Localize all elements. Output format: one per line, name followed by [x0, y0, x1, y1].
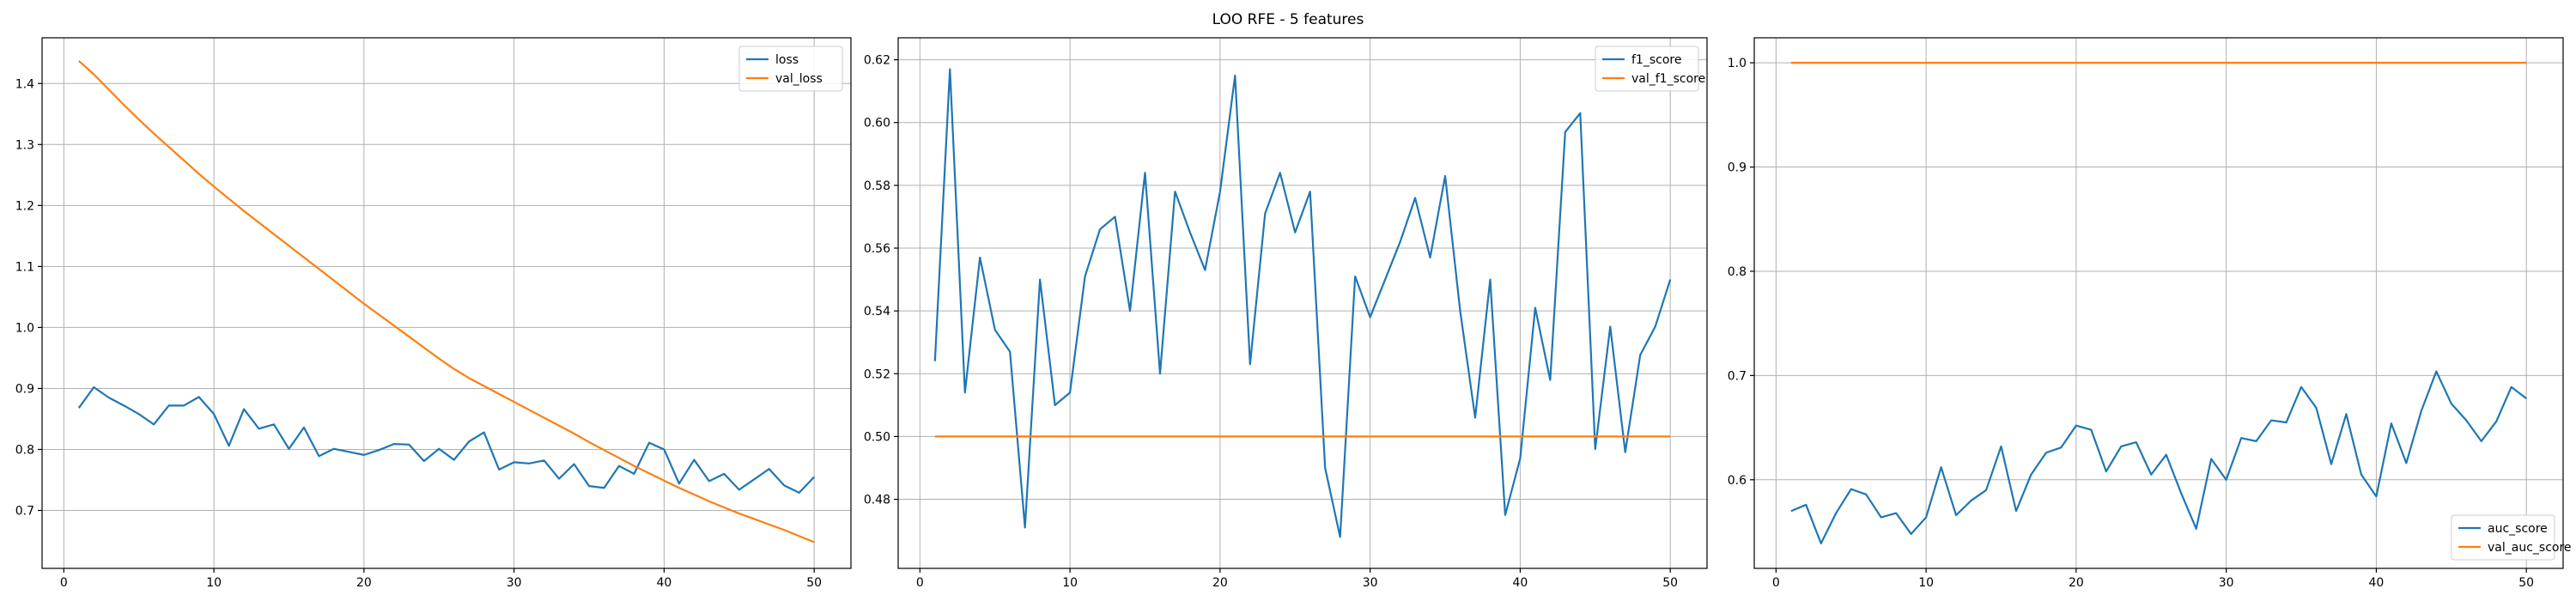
x-tick-label: 0: [916, 576, 924, 590]
y-tick-label: 0.58: [864, 179, 890, 193]
x-tick-label: 0: [1772, 576, 1780, 590]
x-tick-label: 50: [2518, 576, 2534, 590]
y-tick-label: 1.0: [1728, 57, 1747, 70]
x-tick-label: 10: [206, 576, 222, 590]
y-tick-label: 0.7: [15, 505, 34, 519]
y-tick-label: 0.7: [1728, 369, 1747, 383]
y-tick-label: 1.0: [15, 321, 34, 335]
x-tick-label: 40: [656, 576, 671, 590]
figure-title: LOO RFE - 5 features: [1212, 11, 1364, 28]
y-tick-label: 0.48: [864, 494, 890, 507]
y-tick-label: 0.52: [864, 367, 890, 381]
x-tick-label: 50: [806, 576, 822, 590]
axes-frame: [1753, 37, 2564, 569]
legend-label-auc-score: auc_score: [2488, 522, 2548, 536]
series-line-loss: [77, 385, 815, 495]
x-tick-label: 10: [1062, 576, 1078, 590]
x-tick-label: 30: [2219, 576, 2234, 590]
y-tick-label: 0.60: [864, 117, 890, 131]
legend-label-f1-score: f1_score: [1631, 53, 1681, 67]
x-tick-label: 40: [2368, 576, 2384, 590]
y-tick-label: 0.9: [15, 382, 34, 396]
loss-chart: 0 10 20 30 40 50 0.7 0.8 0.9 1.0 1.1 1.2 1.3 1.4 loss v…: [15, 37, 852, 590]
x-tick-label: 40: [1512, 576, 1528, 590]
x-tick-label: 20: [1212, 576, 1228, 590]
legend-label-val-loss: val_loss: [775, 72, 823, 86]
y-tick-label: 0.9: [1728, 161, 1747, 175]
x-tick-label: 50: [1662, 576, 1678, 590]
series-line-f1-score: [933, 68, 1672, 538]
y-tick-label: 0.6: [1728, 474, 1747, 488]
y-tick-label: 1.4: [15, 77, 34, 91]
x-tick-label: 0: [60, 576, 68, 590]
series-line-val-loss: [78, 60, 815, 543]
legend-label-loss: loss: [775, 53, 799, 67]
y-tick-label: 1.1: [15, 260, 34, 274]
legend: auc_score val_auc_score: [2451, 514, 2572, 561]
x-tick-label: 30: [1363, 576, 1378, 590]
legend-box: [738, 46, 843, 92]
axes-frame: [41, 37, 852, 569]
x-tick-label: 20: [2069, 576, 2084, 590]
y-tick-label: 0.8: [1728, 265, 1747, 279]
x-tick-label: 20: [356, 576, 372, 590]
y-tick-label: 1.3: [15, 138, 34, 152]
y-tick-label: 0.54: [864, 305, 890, 319]
series-line-auc-score: [1790, 370, 2527, 544]
legend: loss val_loss: [738, 46, 843, 92]
axes-frame: [897, 37, 1708, 569]
legend-box: [2451, 514, 2555, 561]
legend-label-val-auc-score: val_auc_score: [2488, 541, 2572, 555]
y-tick-label: 0.8: [15, 443, 34, 457]
x-tick-label: 30: [507, 576, 522, 590]
legend-label-val-f1-score: val_f1_score: [1631, 72, 1705, 86]
y-tick-label: 0.56: [864, 242, 890, 256]
auc-score-chart: 0 10 20 30 40 50 0.6 0.7 0.8 0.9 1.0 auc_score val_a…: [1728, 37, 2572, 590]
f1-score-chart: 0 10 20 30 40 50 0.48 0.50 0.52 0.54 0.56 0.58 0.60 0…: [864, 37, 1708, 590]
y-tick-label: 1.2: [15, 199, 34, 213]
y-tick-label: 0.62: [864, 54, 890, 68]
legend-box: [1595, 46, 1699, 92]
x-tick-label: 10: [1918, 576, 1934, 590]
legend: f1_score val_f1_score: [1595, 46, 1705, 92]
y-tick-label: 0.50: [864, 430, 890, 444]
